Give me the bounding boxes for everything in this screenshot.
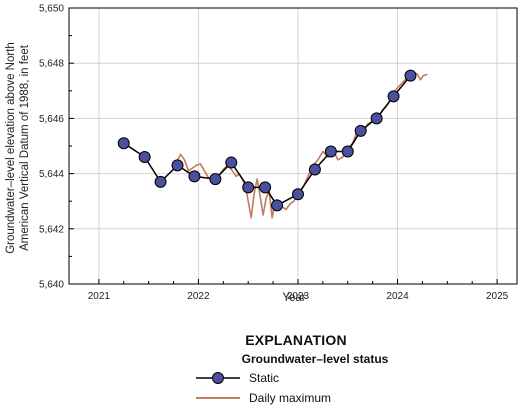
y-tick-label: 5,644 [39,169,64,180]
y-tick-label: 5,640 [39,280,64,291]
legend-static-marker [212,372,224,384]
static-point [171,159,184,172]
static-point [271,199,284,212]
y-tick-label: 5,646 [39,114,64,125]
plot-frame [68,7,518,285]
y-axis-title: Groundwater–level elevation above North … [5,42,31,254]
grid-lines [69,7,517,285]
static-point [209,173,222,186]
x-tick-label: 2024 [386,291,409,302]
axis-ticks: 2021 2022 2023 2024 2025 5,640 5,642 5,644 5,646… [39,4,509,303]
y-tick-label: 5,642 [39,224,64,235]
static-point [324,145,337,158]
static-point [341,145,354,158]
legend-item-static: Static [196,371,279,385]
y-axis-title-line2: American Vertical Datum of 1988, in feet [19,44,31,251]
legend-daily-label: Daily maximum [249,391,331,405]
y-axis-title-line1: Groundwater–level elevation above North [5,42,17,254]
x-axis-title: Year [282,292,305,304]
static-point [259,181,272,194]
series-static [117,69,417,212]
y-tick-label: 5,648 [39,59,64,70]
static-point [387,90,400,103]
static-point [354,124,367,137]
x-tick-label: 2022 [187,291,210,302]
static-point [308,163,321,176]
static-point [370,112,383,125]
x-tick-label: 2023 [287,291,310,302]
static-point [404,69,417,82]
x-tick-label: 2021 [88,291,111,302]
legend-subtitle: Groundwater–level status [242,352,389,366]
static-point [291,188,304,201]
static-point [117,137,130,150]
legend-static-label: Static [249,371,279,385]
static-point [138,151,151,164]
legend: EXPLANATION Groundwater–level status Sta… [196,332,389,405]
static-point [225,156,238,169]
x-tick-label: 2025 [486,291,509,302]
static-point [242,181,255,194]
static-point [188,170,201,183]
static-point [154,175,167,188]
legend-item-daily-maximum: Daily maximum [196,391,331,405]
y-tick-label: 5,650 [39,4,64,15]
legend-title: EXPLANATION [245,332,347,348]
